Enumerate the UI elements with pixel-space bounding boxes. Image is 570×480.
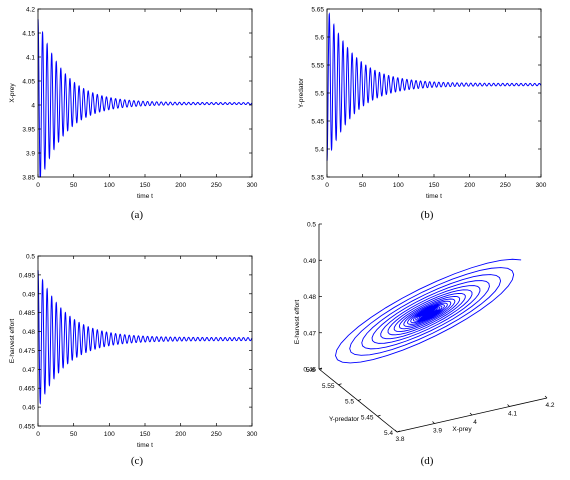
x-tick-label: 300: [536, 182, 547, 189]
y-tick-label: 4.2: [26, 7, 35, 14]
y-tick-label: 4.15: [22, 31, 35, 38]
y-axis-label: E-harvest effort: [9, 319, 16, 364]
x-tick-label: 200: [175, 431, 186, 438]
panel-a-label: (a): [131, 209, 144, 221]
y-tick-label: 0.465: [19, 386, 36, 393]
x-tick-label: 0: [325, 182, 329, 189]
x-tick-label: 300: [247, 182, 258, 189]
x-tick-label: 200: [175, 182, 186, 189]
x-tick: [544, 395, 548, 399]
z-tick-label: 0.5: [307, 222, 316, 229]
x-tick-label: 250: [211, 182, 222, 189]
x-tick-label: 50: [70, 431, 78, 438]
x-tick-label: 3.9: [433, 428, 442, 435]
x-tick-label: 150: [140, 182, 151, 189]
y-tick-label: 5.5: [315, 91, 324, 98]
y-axis-label: Y-predator: [329, 416, 360, 423]
x-tick: [507, 404, 510, 407]
y-tick-label: 3.95: [22, 127, 35, 134]
y-axis-label: Y-predator: [298, 77, 305, 108]
trajectory-line: [335, 258, 522, 364]
y-tick-label: 5.6: [315, 35, 324, 42]
x-axis-label: time t: [137, 442, 153, 449]
panel-d-label: (d): [421, 455, 434, 467]
series-line: [37, 19, 253, 178]
y-tick-label: 4: [31, 103, 35, 110]
x-tick-label: 200: [464, 182, 475, 189]
x-tick-label: 0: [36, 182, 40, 189]
y-tick-label: 5.55: [322, 383, 335, 390]
y-tick-label: 0.48: [22, 329, 35, 336]
y-tick-label: 0.455: [19, 424, 36, 431]
z-tick-label: 0.47: [303, 330, 316, 337]
y-tick-label: 4.05: [22, 79, 35, 86]
x-tick-label: 50: [70, 182, 78, 189]
y-tick-label: 3.85: [22, 175, 35, 182]
x-tick-label: 100: [104, 182, 115, 189]
x-tick-label: 250: [500, 182, 511, 189]
x-tick-label: 100: [104, 431, 115, 438]
z-tick-label: 0.46: [303, 367, 316, 374]
y-tick-label: 0.47: [22, 367, 35, 374]
panel-c-label: (c): [131, 455, 144, 467]
x-tick-label: 50: [359, 182, 367, 189]
x-tick-label: 4: [473, 419, 477, 426]
panel-b-label: (b): [421, 209, 434, 221]
x-tick-label: 150: [429, 182, 440, 189]
x-tick: [432, 421, 435, 424]
y-tick-label: 5.4: [315, 147, 324, 154]
y-axis-label: X-prey: [9, 83, 16, 103]
y-tick-label: 0.49: [22, 291, 35, 298]
series-line: [326, 12, 542, 161]
y-tick-label: 5.55: [311, 63, 324, 70]
y-tick-label: 5.35: [311, 175, 324, 182]
x-tick-label: 250: [211, 431, 222, 438]
x-axis-label: time t: [137, 193, 153, 200]
panel-a-chart: 0 50 100 150 200 250 300 3.85 3.9 3.95 4 4.05 4.1 4.1…: [9, 7, 258, 201]
series-line: [37, 270, 253, 405]
x-tick-label: 100: [393, 182, 404, 189]
panel-c-chart: 0 50 100 150 200 250 300 0.455 0.46 0.465 0.47 0.47…: [9, 254, 258, 450]
x-tick-label: 0: [36, 431, 40, 438]
y-tick-label: 3.9: [26, 151, 35, 158]
x-tick-label: 150: [140, 431, 151, 438]
x-tick: [469, 412, 473, 416]
y-tick-label: 5.65: [311, 7, 324, 14]
z-tick-label: 0.48: [303, 294, 316, 301]
x-tick-label: 300: [247, 431, 258, 438]
y-tick-label: 5.45: [311, 119, 324, 126]
y-tick-label: 0.5: [26, 254, 35, 261]
y-tick-label: 5.4: [384, 430, 393, 437]
y-tick-label: 0.475: [19, 348, 36, 355]
y-tick-label: 5.5: [345, 399, 354, 406]
y-tick: [338, 383, 342, 386]
panel-b-chart: 0 50 100 150 200 250 3005.355.45.455.55.555.65…: [298, 7, 547, 201]
y-tick: [357, 399, 362, 401]
x-tick: [394, 429, 398, 433]
x-axis-label: X-prey: [452, 426, 472, 433]
y-tick-label: 0.485: [19, 310, 36, 317]
x-tick-label: 4.2: [545, 402, 554, 409]
y-tick-label: 0.46: [22, 405, 35, 412]
y-tick-label: 4.1: [26, 55, 35, 62]
z-tick-label: 0.49: [303, 258, 316, 265]
panel-d-chart: 3.8 3.9 4 4.1 4.2 5.4 5.45 5.5 5.55 5.60.46 0.47 0.…: [294, 222, 555, 444]
x-tick-label: 4.1: [508, 411, 517, 418]
y-tick: [396, 430, 401, 433]
x-tick-label: 3.8: [395, 436, 404, 443]
x-axis-label: time t: [426, 193, 442, 200]
z-axis-label: E-harvest effort: [294, 300, 301, 345]
y-tick-label: 5.45: [361, 414, 374, 421]
y-tick-label: 0.495: [19, 272, 36, 279]
y-tick: [377, 414, 381, 417]
y-tick-label: 5.6: [306, 367, 315, 374]
